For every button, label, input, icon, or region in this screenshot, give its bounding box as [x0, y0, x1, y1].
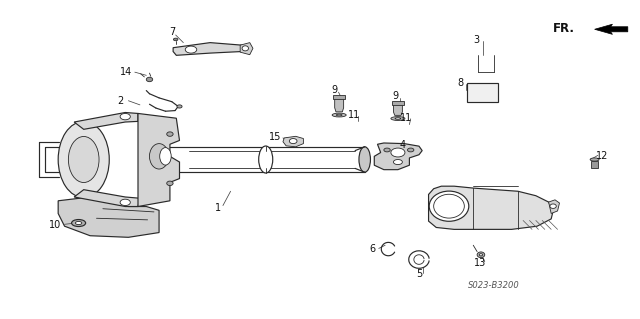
- Ellipse shape: [173, 38, 178, 41]
- Text: FR.: FR.: [553, 22, 575, 35]
- Polygon shape: [374, 143, 422, 170]
- Text: 3: 3: [474, 35, 479, 45]
- Ellipse shape: [150, 144, 169, 169]
- Text: 12: 12: [596, 151, 609, 161]
- Polygon shape: [394, 103, 403, 115]
- Text: 14: 14: [120, 67, 132, 77]
- Text: 9: 9: [331, 85, 337, 95]
- Bar: [467, 83, 497, 102]
- Text: 6: 6: [369, 244, 376, 254]
- Text: S023-B3200: S023-B3200: [468, 281, 520, 290]
- Ellipse shape: [167, 181, 173, 186]
- Ellipse shape: [550, 204, 556, 208]
- Polygon shape: [74, 113, 138, 129]
- Ellipse shape: [384, 148, 390, 152]
- Text: 2: 2: [118, 96, 124, 106]
- Polygon shape: [74, 190, 140, 206]
- Text: 11: 11: [348, 110, 360, 120]
- Text: 5: 5: [416, 270, 422, 279]
- Bar: [392, 101, 404, 105]
- Polygon shape: [283, 136, 303, 147]
- Ellipse shape: [120, 114, 131, 120]
- Text: 10: 10: [49, 219, 61, 230]
- Polygon shape: [591, 161, 598, 168]
- Ellipse shape: [336, 114, 342, 116]
- Text: 15: 15: [269, 132, 282, 142]
- Text: 11: 11: [400, 113, 412, 123]
- Ellipse shape: [259, 146, 273, 173]
- Ellipse shape: [185, 46, 196, 53]
- Text: 7: 7: [169, 27, 175, 37]
- Ellipse shape: [359, 147, 371, 172]
- Polygon shape: [58, 197, 159, 237]
- Ellipse shape: [477, 252, 484, 258]
- Ellipse shape: [167, 132, 173, 136]
- Ellipse shape: [58, 122, 109, 197]
- Ellipse shape: [429, 191, 468, 221]
- Ellipse shape: [120, 199, 131, 205]
- Text: 9: 9: [392, 91, 399, 101]
- Polygon shape: [595, 24, 628, 34]
- Ellipse shape: [394, 160, 403, 165]
- Polygon shape: [240, 43, 253, 55]
- Text: 13: 13: [474, 258, 486, 268]
- Ellipse shape: [391, 148, 405, 157]
- Ellipse shape: [160, 148, 172, 165]
- Ellipse shape: [242, 46, 248, 51]
- Polygon shape: [429, 186, 553, 229]
- Polygon shape: [335, 98, 344, 112]
- Polygon shape: [548, 200, 559, 213]
- Ellipse shape: [332, 113, 346, 117]
- Ellipse shape: [177, 105, 182, 108]
- Text: 8: 8: [458, 78, 463, 88]
- Ellipse shape: [147, 77, 153, 82]
- Ellipse shape: [408, 148, 414, 152]
- Ellipse shape: [76, 221, 82, 225]
- Polygon shape: [138, 114, 179, 206]
- Ellipse shape: [479, 254, 483, 256]
- Ellipse shape: [395, 118, 401, 119]
- Polygon shape: [173, 43, 242, 55]
- Bar: [333, 95, 345, 99]
- Text: 1: 1: [215, 203, 221, 213]
- Ellipse shape: [72, 219, 86, 226]
- Ellipse shape: [391, 117, 405, 121]
- Text: 4: 4: [400, 140, 406, 150]
- Ellipse shape: [590, 158, 599, 161]
- Ellipse shape: [289, 138, 297, 144]
- Ellipse shape: [68, 137, 99, 182]
